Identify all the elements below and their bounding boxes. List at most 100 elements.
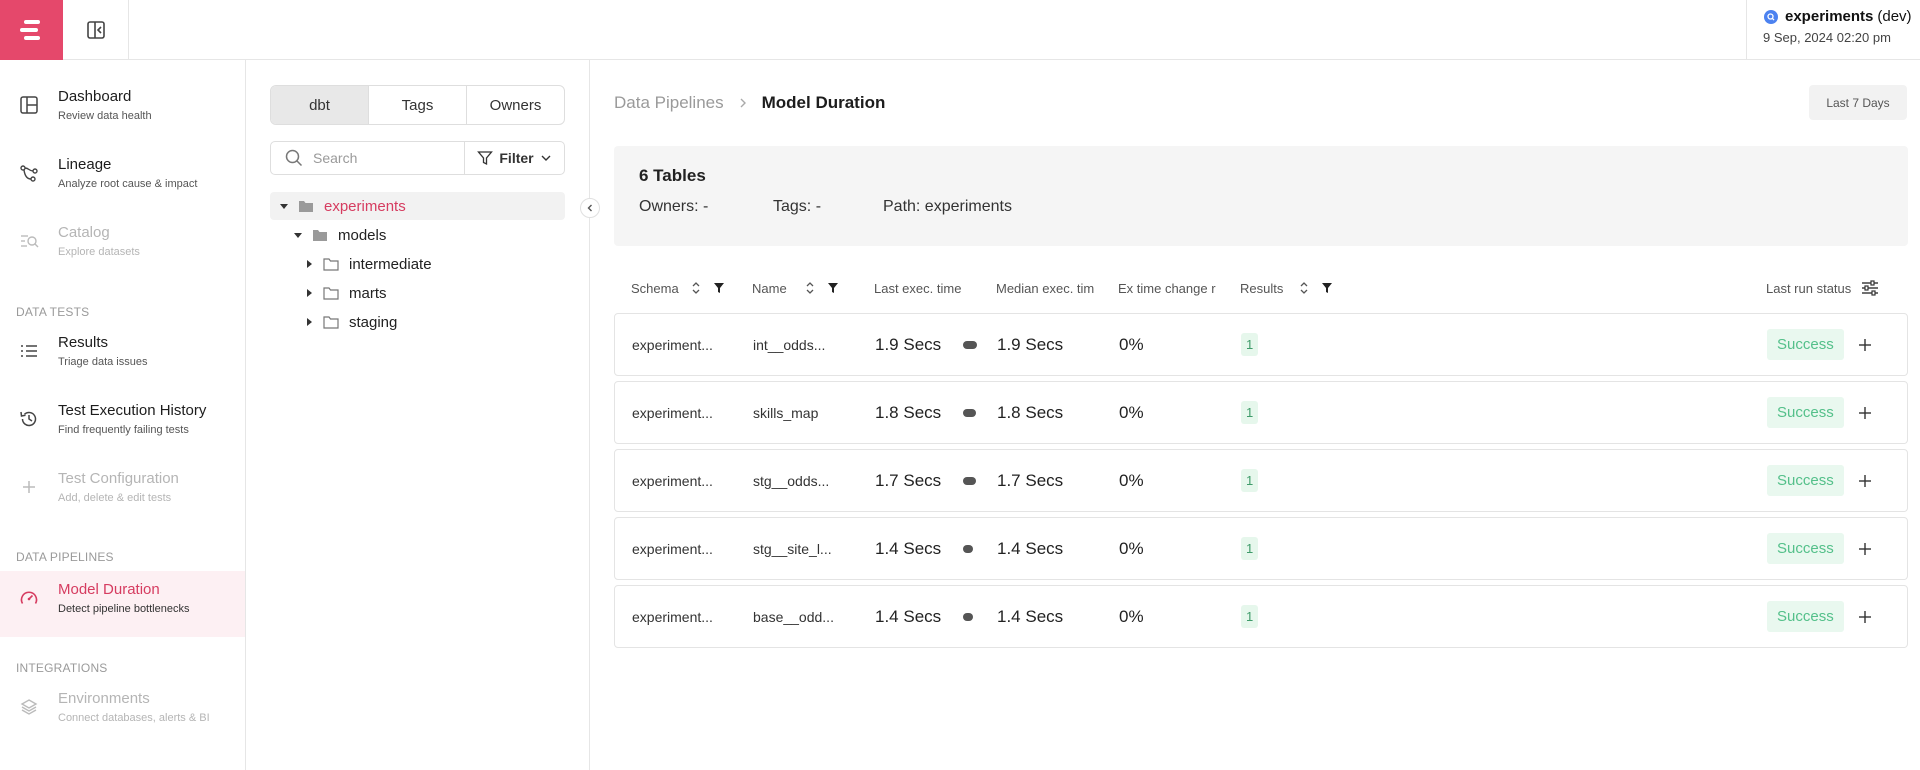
date-range-button[interactable]: Last 7 Days <box>1809 85 1907 120</box>
column-results: Results <box>1240 265 1333 311</box>
schema-cell: experiment... <box>632 314 744 375</box>
sort-icon[interactable] <box>691 280 701 296</box>
filter-button[interactable]: Filter <box>464 141 565 175</box>
table-row[interactable]: experiment... stg__site_l... 1.4 Secs 1.4 S… <box>614 517 1908 580</box>
table-row[interactable]: experiment... stg__odds... 1.7 Secs 1.7 Sec… <box>614 449 1908 512</box>
schema-value: experiment... <box>632 540 713 557</box>
last-exec-value: 1.4 Secs <box>875 538 942 558</box>
expand-row-button[interactable] <box>1858 586 1878 647</box>
status-cell: Success <box>1767 314 1867 375</box>
filter-icon[interactable] <box>1321 282 1333 294</box>
chevron-down-icon <box>541 155 551 161</box>
filter-icon[interactable] <box>713 282 725 294</box>
sidebar-item-lineage[interactable]: Lineage Analyze root cause & impact <box>0 146 245 212</box>
column-schema: Schema <box>631 265 725 311</box>
plus-icon <box>1858 542 1872 556</box>
sidebar-item-dashboard[interactable]: Dashboard Review data health <box>0 78 245 144</box>
table-row[interactable]: experiment... skills_map 1.8 Secs 1.8 Secs 0… <box>614 381 1908 444</box>
collapse-tree-button[interactable] <box>580 198 600 218</box>
tree-node-marts[interactable]: marts <box>301 279 387 307</box>
last-exec-cell: 1.9 Secs <box>875 314 993 375</box>
sort-icon[interactable] <box>1299 280 1309 296</box>
results-badge[interactable]: 1 <box>1241 401 1259 424</box>
section-heading-integrations: INTEGRATIONS <box>16 661 108 675</box>
list-icon <box>18 340 40 362</box>
sidebar-item-label: Test Configuration <box>58 470 179 487</box>
tree-node-intermediate[interactable]: intermediate <box>301 250 432 278</box>
table-row[interactable]: experiment... base__odd... 1.4 Secs 1.4 Sec… <box>614 585 1908 648</box>
column-last-run-status: Last run status <box>1766 265 1879 311</box>
tab-tags[interactable]: Tags <box>369 86 467 124</box>
sidebar-item-model-duration[interactable]: Model Duration Detect pipeline bottleneck… <box>0 571 245 637</box>
sidebar-item-label: Catalog <box>58 224 110 241</box>
toggle-sidebar-button[interactable] <box>63 0 129 60</box>
caret-down-icon <box>276 201 292 211</box>
lineage-icon <box>18 162 40 184</box>
breadcrumb-data-pipelines[interactable]: Data Pipelines <box>614 93 724 112</box>
tab-owners[interactable]: Owners <box>489 96 542 114</box>
median-exec-value: 1.9 Secs <box>997 334 1064 354</box>
sidebar-item-label: Results <box>58 334 109 351</box>
results-badge[interactable]: 1 <box>1241 605 1259 628</box>
change-cell: 0% <box>1119 382 1219 443</box>
folder-filled-icon <box>312 228 328 242</box>
sidebar-item-subtitle: Find frequently failing tests <box>58 424 189 436</box>
median-exec-cell: 1.7 Secs <box>997 450 1107 511</box>
column-label: Results <box>1240 280 1284 296</box>
column-settings-icon[interactable] <box>1861 280 1879 296</box>
sidebar-item-results[interactable]: Results Triage data issues <box>0 324 245 390</box>
status-badge: Success <box>1767 601 1844 632</box>
median-exec-value: 1.7 Secs <box>997 470 1064 490</box>
chevron-left-icon <box>587 204 592 212</box>
sidebar-item-label: Environments <box>58 690 150 707</box>
filter-icon[interactable] <box>827 282 839 294</box>
folder-outline-icon <box>323 257 339 271</box>
sidebar-item-environments[interactable]: Environments Connect databases, alerts & … <box>0 680 245 746</box>
median-exec-cell: 1.4 Secs <box>997 518 1107 579</box>
tab-dbt[interactable]: dbt <box>271 86 369 124</box>
table-row[interactable]: experiment... int__odds... 1.9 Secs 1.9 Sec… <box>614 313 1908 376</box>
tree-view-tabs: dbt Tags Owners <box>270 85 565 125</box>
results-cell: 1 <box>1241 450 1301 511</box>
column-label: Last exec. time <box>874 280 962 296</box>
logo-icon <box>19 20 40 40</box>
sidebar-item-label: Dashboard <box>58 88 132 105</box>
tree-node-models[interactable]: models <box>290 221 386 249</box>
name-cell: stg__odds... <box>753 450 865 511</box>
change-cell: 0% <box>1119 314 1219 375</box>
last-exec-cell: 1.8 Secs <box>875 382 993 443</box>
sidebar-item-subtitle: Add, delete & edit tests <box>58 492 172 504</box>
status-cell: Success <box>1767 382 1867 443</box>
search-input[interactable] <box>313 150 453 166</box>
sidebar-item-test-configuration[interactable]: Test Configuration Add, delete & edit tes… <box>0 460 245 526</box>
model-tree-panel: dbt Tags Owners Filter experiments model… <box>246 60 600 770</box>
sort-icon[interactable] <box>805 280 815 296</box>
section-heading-data-tests: DATA TESTS <box>16 305 90 319</box>
project-switcher[interactable]: experiments (dev) 9 Sep, 2024 02:20 pm <box>1746 0 1920 60</box>
expand-row-button[interactable] <box>1858 450 1878 511</box>
expand-row-button[interactable] <box>1858 314 1878 375</box>
sidebar-item-subtitle: Triage data issues <box>58 356 148 368</box>
sidebar-item-subtitle: Review data health <box>58 110 152 122</box>
last-exec-value: 1.9 Secs <box>875 334 942 354</box>
results-badge[interactable]: 1 <box>1241 333 1259 356</box>
sidebar-item-catalog[interactable]: Catalog Explore datasets <box>0 214 245 280</box>
plus-icon <box>1858 338 1872 352</box>
tree-node-label: experiments <box>324 197 406 215</box>
dashboard-icon <box>18 94 40 116</box>
tree-node-experiments[interactable]: experiments <box>270 192 565 220</box>
sidebar-item-test-execution-history[interactable]: Test Execution History Find frequently fa… <box>0 392 245 458</box>
caret-right-icon <box>301 317 317 327</box>
median-exec-value: 1.4 Secs <box>997 538 1064 558</box>
name-cell: skills_map <box>753 382 865 443</box>
tree-node-staging[interactable]: staging <box>301 308 397 336</box>
results-badge[interactable]: 1 <box>1241 469 1259 492</box>
sidebar: Dashboard Review data health Lineage Analy… <box>0 60 246 770</box>
name-value: stg__site_l... <box>753 540 832 557</box>
app-logo[interactable] <box>0 0 63 60</box>
duration-bar <box>963 612 974 621</box>
expand-row-button[interactable] <box>1858 382 1878 443</box>
expand-row-button[interactable] <box>1858 518 1878 579</box>
tree-node-label: models <box>338 226 387 244</box>
results-badge[interactable]: 1 <box>1241 537 1259 560</box>
